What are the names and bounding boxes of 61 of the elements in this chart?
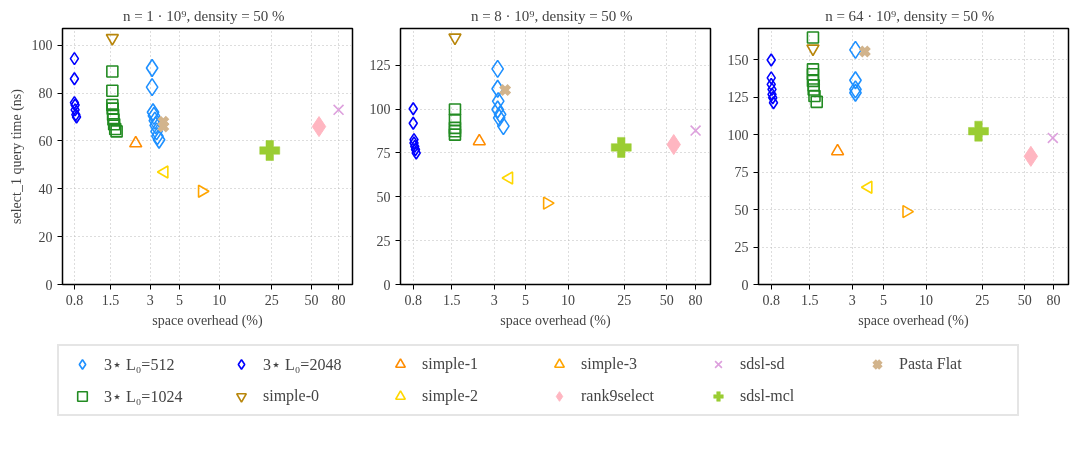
x-tick-label: 25 xyxy=(264,292,279,308)
x-tick-label: 80 xyxy=(331,292,346,308)
chart-title: n = 1 · 10⁹, density = 50 % xyxy=(122,7,285,24)
x-tick-label: 3 xyxy=(848,292,856,308)
y-tick-label: 50 xyxy=(734,202,749,218)
y-tick-label: 25 xyxy=(376,233,391,249)
y-tick-label: 20 xyxy=(38,229,53,245)
legend-label: 3⋆ L₀=512 xyxy=(104,354,176,374)
y-tick-label: 50 xyxy=(376,189,391,205)
legend-label: simple-1 xyxy=(422,355,479,373)
y-tick-label: 0 xyxy=(741,277,749,293)
chart-title: n = 64 · 10⁹, density = 50 % xyxy=(825,7,995,24)
y-tick-label: 75 xyxy=(734,165,749,181)
x-tick-label: 50 xyxy=(659,292,674,308)
y-tick-label: 100 xyxy=(369,102,391,118)
x-tick-label: 0.8 xyxy=(404,292,422,308)
y-tick-label: 0 xyxy=(383,277,391,293)
y-tick-label: 100 xyxy=(31,38,53,54)
x-tick-label: 1.5 xyxy=(443,292,461,308)
x-tick-label: 1.5 xyxy=(801,292,819,308)
x-tick-label: 0.8 xyxy=(65,292,84,308)
x-tick-label: 3 xyxy=(490,292,498,308)
y-tick-label: 25 xyxy=(734,240,749,256)
x-tick-label: 0.8 xyxy=(762,292,780,308)
x-tick-label: 50 xyxy=(304,292,319,308)
x-tick-label: 25 xyxy=(975,292,990,308)
legend-label: sdsl-sd xyxy=(740,355,786,373)
x-tick-label: 1.5 xyxy=(101,292,120,308)
y-tick-label: 60 xyxy=(38,133,53,149)
x-tick-label: 3 xyxy=(146,292,154,308)
x-tick-label: 10 xyxy=(919,292,934,308)
legend-label: sdsl-mcl xyxy=(740,387,796,405)
x-tick-label: 5 xyxy=(176,292,184,308)
x-axis-title: space overhead (%) xyxy=(858,312,970,329)
y-tick-label: 40 xyxy=(38,181,53,197)
legend-label: 3⋆ L₀=2048 xyxy=(263,354,343,374)
x-tick-label: 5 xyxy=(522,292,530,308)
legend-label: 3⋆ L₀=1024 xyxy=(104,386,184,406)
x-tick-label: 50 xyxy=(1017,292,1032,308)
x-axis-title: space overhead (%) xyxy=(152,312,264,329)
y-tick-label: 125 xyxy=(369,58,391,74)
x-axis-title: space overhead (%) xyxy=(500,312,612,329)
legend-label: rank9select xyxy=(581,387,655,405)
x-tick-label: 5 xyxy=(880,292,888,308)
legend-label: simple-2 xyxy=(422,387,479,405)
y-tick-label: 125 xyxy=(727,90,749,106)
chart-title: n = 8 · 10⁹, density = 50 % xyxy=(470,7,633,24)
legend-label: simple-3 xyxy=(581,355,638,373)
x-tick-label: 10 xyxy=(561,292,576,308)
x-tick-label: 80 xyxy=(688,292,703,308)
y-tick-label: 80 xyxy=(38,86,53,102)
y-tick-label: 100 xyxy=(727,127,749,143)
y-tick-label: 75 xyxy=(376,145,391,161)
x-tick-label: 25 xyxy=(617,292,632,308)
legend-label: simple-0 xyxy=(263,387,320,405)
y-axis-title: select_1 query time (ns) xyxy=(8,88,25,224)
legend-label: Pasta Flat xyxy=(899,355,963,373)
y-tick-label: 0 xyxy=(45,277,53,293)
x-tick-label: 80 xyxy=(1046,292,1061,308)
x-tick-label: 10 xyxy=(212,292,227,308)
y-tick-label: 150 xyxy=(727,52,749,68)
